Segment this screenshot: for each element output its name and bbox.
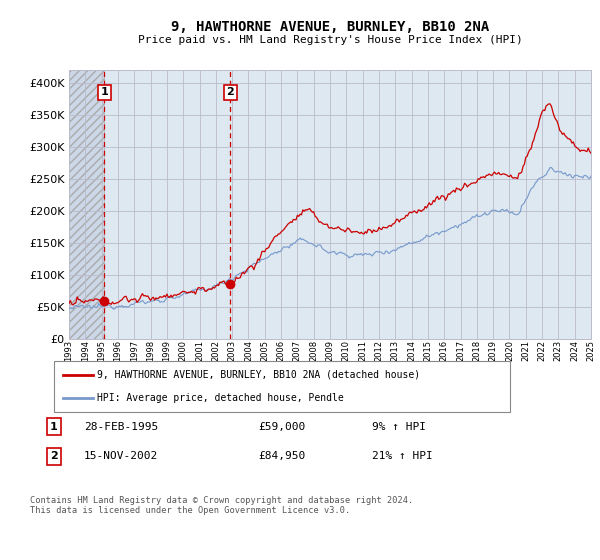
Text: 9, HAWTHORNE AVENUE, BURNLEY, BB10 2NA: 9, HAWTHORNE AVENUE, BURNLEY, BB10 2NA	[171, 20, 489, 34]
Text: £59,000: £59,000	[258, 422, 305, 432]
Text: 9% ↑ HPI: 9% ↑ HPI	[372, 422, 426, 432]
Text: 9, HAWTHORNE AVENUE, BURNLEY, BB10 2NA (detached house): 9, HAWTHORNE AVENUE, BURNLEY, BB10 2NA (…	[97, 370, 421, 380]
Text: Price paid vs. HM Land Registry's House Price Index (HPI): Price paid vs. HM Land Registry's House …	[137, 35, 523, 45]
Text: Contains HM Land Registry data © Crown copyright and database right 2024.
This d: Contains HM Land Registry data © Crown c…	[30, 496, 413, 515]
Text: 1: 1	[50, 422, 58, 432]
FancyBboxPatch shape	[54, 361, 510, 412]
Text: 2: 2	[50, 451, 58, 461]
Text: £84,950: £84,950	[258, 451, 305, 461]
Text: 1: 1	[101, 87, 108, 97]
Text: 2: 2	[226, 87, 234, 97]
Text: 21% ↑ HPI: 21% ↑ HPI	[372, 451, 433, 461]
Text: 15-NOV-2002: 15-NOV-2002	[84, 451, 158, 461]
Text: HPI: Average price, detached house, Pendle: HPI: Average price, detached house, Pend…	[97, 393, 344, 403]
Bar	[69, 70, 104, 339]
Text: 28-FEB-1995: 28-FEB-1995	[84, 422, 158, 432]
